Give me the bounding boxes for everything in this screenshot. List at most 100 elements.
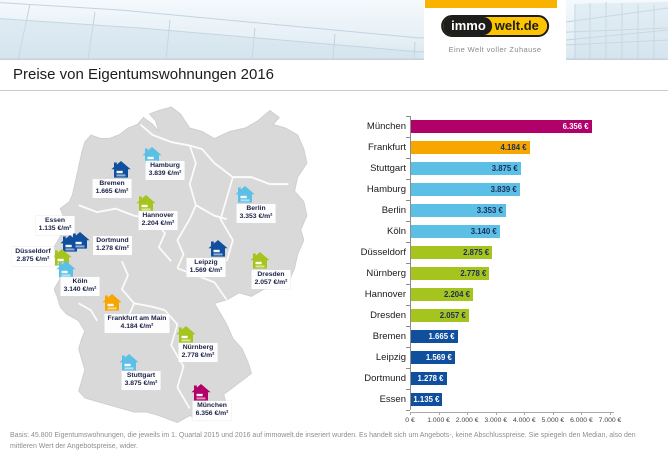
category-tick (406, 137, 410, 138)
logo-panel: immo welt.de Eine Welt voller Zuhause (424, 0, 566, 60)
bar-track: 6.356 € (410, 116, 610, 137)
city-label-d-sseldorf: Düsseldorf 2.875 €/m² (12, 247, 54, 266)
bar: 3.353 € (410, 204, 506, 217)
city-price: 2.875 €/m² (16, 256, 50, 264)
value-axis-tick-label: 0 € (405, 417, 415, 424)
bar: 2.204 € (410, 288, 473, 301)
bar-track: 2.204 € (410, 284, 610, 305)
bar-value-label: 3.353 € (476, 206, 503, 215)
bar-value-label: 2.057 € (439, 311, 466, 320)
value-axis-tick-label: 1.000 € (427, 417, 450, 424)
bar-category-label: Dresden (370, 310, 406, 321)
germany-map (54, 106, 308, 424)
value-axis-tick (552, 412, 554, 415)
bar-value-label: 2.204 € (443, 290, 470, 299)
value-axis-tick (610, 412, 611, 415)
bar: 1.278 € (410, 372, 447, 385)
bar-track: 2.057 € (410, 305, 610, 326)
category-tick (406, 158, 410, 159)
bar: 6.356 € (410, 120, 592, 133)
bar-row-n-rnberg: Nürnberg 2.778 € (340, 263, 666, 284)
bar-track: 2.778 € (410, 263, 610, 284)
category-tick (406, 116, 410, 117)
bar-track: 1.569 € (410, 347, 610, 368)
bar-value-label: 3.140 € (470, 227, 497, 236)
category-tick (406, 200, 410, 201)
state-borders (78, 123, 289, 410)
bar-row-hamburg: Hamburg 3.839 € (340, 179, 666, 200)
bar-category-label: Leipzig (375, 352, 406, 363)
value-axis-tick-label: 4.000 € (512, 417, 536, 424)
category-tick (406, 326, 410, 327)
logo-tagline: Eine Welt voller Zuhause (448, 45, 542, 54)
bar: 1.665 € (410, 330, 458, 343)
title-divider (0, 90, 668, 91)
value-axis-tick-label: 6.000 € (570, 417, 593, 424)
bar-category-label: Essen (379, 394, 406, 405)
bar-row-frankfurt: Frankfurt 4.184 € (340, 137, 666, 158)
category-tick (406, 410, 410, 411)
bar-value-label: 1.278 € (417, 374, 444, 383)
category-tick (406, 305, 410, 306)
bar-track: 3.353 € (410, 200, 610, 221)
value-axis-tick (438, 412, 440, 415)
bar-value-label: 1.135 € (413, 395, 440, 404)
bar-row-dortmund: Dortmund 1.278 € (340, 368, 666, 389)
category-tick (406, 263, 410, 264)
bar-track: 3.875 € (410, 158, 610, 179)
bar-category-label: Stuttgart (370, 163, 406, 174)
source-note: Basis: 45.800 Eigentumswohnungen, die je… (10, 432, 636, 450)
bar-category-label: Berlin (381, 205, 406, 216)
bar-value-label: 1.569 € (425, 353, 452, 362)
category-axis-line (410, 116, 411, 410)
logo-yellow-bar (425, 0, 557, 8)
city-name: Düsseldorf (15, 248, 51, 255)
bar-category-label: Dortmund (364, 373, 406, 384)
value-axis-tick-label: 2.000 € (455, 417, 479, 424)
value-axis-tick-label: 3.000 € (484, 417, 508, 424)
value-axis-tick (524, 412, 526, 415)
glass-building-photo (0, 2, 668, 60)
bar: 3.140 € (410, 225, 500, 238)
bar-track: 1.135 € (410, 389, 610, 410)
bar-value-label: 2.875 € (463, 248, 490, 257)
bar: 1.135 € (410, 393, 443, 406)
value-axis-tick-label: 7.000 € (598, 417, 622, 424)
page-title: Preise von Eigentumswohnungen 2016 (13, 66, 275, 83)
bar-category-label: Nürnberg (366, 268, 406, 279)
bar-category-label: Hannover (364, 289, 406, 300)
bar: 2.875 € (410, 246, 493, 259)
bar-row-hannover: Hannover 2.204 € (340, 284, 666, 305)
bar-value-label: 2.778 € (460, 269, 487, 278)
bar-track: 1.665 € (410, 326, 610, 347)
bar: 4.184 € (410, 141, 530, 154)
value-axis-tick (410, 412, 411, 415)
category-tick (406, 389, 410, 390)
bar: 2.057 € (410, 309, 469, 322)
bar-track: 3.839 € (410, 179, 610, 200)
bar-value-label: 3.875 € (491, 164, 518, 173)
value-axis-line (410, 412, 614, 413)
bar: 1.569 € (410, 351, 455, 364)
bar-track: 2.875 € (410, 242, 610, 263)
bar-row-stuttgart: Stuttgart 3.875 € (340, 158, 666, 179)
bar-value-label: 1.665 € (428, 332, 455, 341)
bar-track: 4.184 € (410, 137, 610, 158)
bar: 2.778 € (410, 267, 490, 280)
logo-immo-text: immo (443, 17, 492, 35)
value-axis-tick (495, 412, 497, 415)
bar-category-label: Düsseldorf (360, 247, 406, 258)
bar-row-m-nchen: München 6.356 € (340, 116, 666, 137)
bar-row-d-sseldorf: Düsseldorf 2.875 € (340, 242, 666, 263)
logo-welt-text: welt.de (494, 18, 539, 33)
bar-row-essen: Essen 1.135 € (340, 389, 666, 410)
category-tick (406, 347, 410, 348)
value-axis-tick-label: 5.000 € (541, 417, 565, 424)
bar: 3.875 € (410, 162, 521, 175)
immowelt-logo: immo welt.de (441, 15, 549, 37)
category-tick (406, 284, 410, 285)
value-axis-tick (581, 412, 583, 415)
bar-category-label: Hamburg (366, 184, 406, 195)
bar-value-label: 3.839 € (490, 185, 517, 194)
